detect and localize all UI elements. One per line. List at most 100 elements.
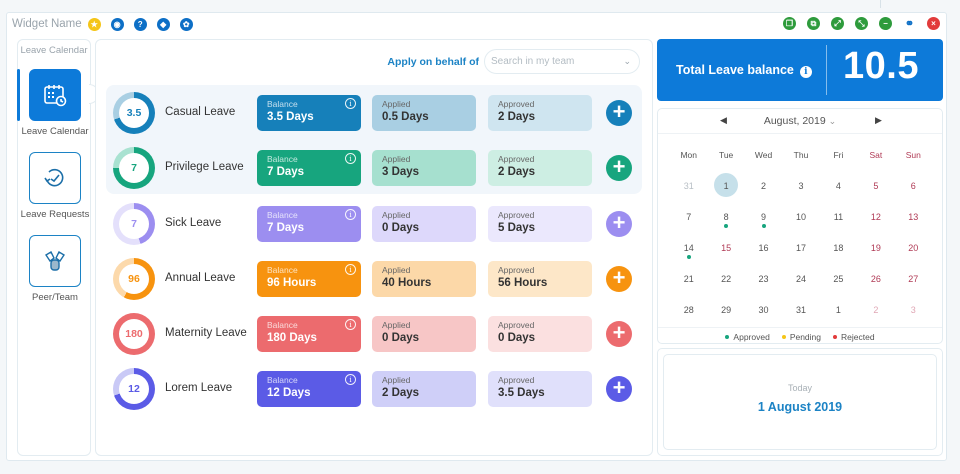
apply-leave-button[interactable]: + (606, 321, 632, 347)
calendar-day[interactable]: 3 (782, 172, 819, 203)
collapse-icon[interactable]: ⤡ (855, 17, 868, 30)
calendar-day[interactable]: 28 (670, 296, 707, 327)
sidebar-item-leave-requests[interactable]: Leave Requests (18, 152, 92, 220)
approved-value: 3.5 Days (498, 387, 545, 399)
calendar-day[interactable]: 9 (745, 203, 782, 234)
calendar-day[interactable]: 26 (857, 265, 894, 296)
search-placeholder: Search in my team (491, 56, 575, 67)
legend-dot-icon (833, 334, 838, 339)
apply-leave-button[interactable]: + (606, 155, 632, 181)
info-icon[interactable]: i (345, 98, 356, 109)
calendar-day[interactable]: 4 (820, 172, 857, 203)
today-inner: Today 1 August 2019 (663, 354, 937, 450)
calendar-day[interactable]: 5 (857, 172, 894, 203)
sidebar-item-peer-team[interactable]: Peer/Team (18, 235, 92, 303)
applied-value: 2 Days (382, 387, 420, 399)
calendar-day[interactable]: 31 (782, 296, 819, 327)
month-select[interactable]: August, 2019 ⌄ (764, 115, 836, 127)
calendar-day[interactable]: 15 (707, 234, 744, 265)
calendar-day[interactable]: 1 (820, 296, 857, 327)
calendar-day[interactable]: 1 (707, 172, 744, 203)
calendar-day[interactable]: 23 (745, 265, 782, 296)
day-number: 3 (798, 181, 804, 191)
calendar-day[interactable]: 18 (820, 234, 857, 265)
calendar-day[interactable]: 11 (820, 203, 857, 234)
apply-leave-button[interactable]: + (606, 211, 632, 237)
next-month-button[interactable]: ▶ (875, 115, 882, 125)
leave-type-name: Lorem Leave (165, 382, 233, 394)
apply-leave-button[interactable]: + (606, 376, 632, 402)
applied-value: 0.5 Days (382, 111, 429, 123)
weekday-header: Sat (869, 150, 883, 160)
sidebar-item-leave-calendar[interactable]: Leave Calendar (18, 69, 92, 137)
history-icon (44, 168, 64, 187)
help-icon[interactable]: ? (133, 17, 147, 31)
approved-card: Approved 5 Days (488, 206, 592, 242)
info-icon[interactable]: i (345, 319, 356, 330)
calendar-day[interactable]: 31 (670, 172, 707, 203)
calendar-day[interactable]: 16 (745, 234, 782, 265)
info-icon[interactable]: i (799, 66, 812, 78)
prev-month-button[interactable]: ◀ (720, 115, 727, 125)
total-leave-value: 10.5 (843, 45, 919, 87)
legend-item: Pending (781, 332, 821, 342)
calendar-legend: Approved Pending Rejected (658, 327, 942, 345)
applied-label: Applied (382, 375, 411, 385)
close-icon[interactable]: × (927, 17, 940, 30)
team-search-select[interactable]: Search in my team ⌄ (484, 49, 640, 74)
link-icon[interactable]: ⚭ (904, 18, 915, 30)
calendar-day[interactable]: 13 (895, 203, 932, 234)
applied-value: 3 Days (382, 166, 420, 178)
calendar-day[interactable]: 2 (857, 296, 894, 327)
info-icon[interactable]: i (345, 374, 356, 385)
apply-leave-button[interactable]: + (606, 100, 632, 126)
calendar: ◀ August, 2019 ⌄ ▶ Mon Tue Wed Thu Fri Sat Sun… (657, 108, 943, 344)
restore-icon[interactable]: ❐ (783, 17, 796, 30)
calendar-day[interactable]: 25 (820, 265, 857, 296)
leave-type-name: Annual Leave (165, 272, 236, 284)
calendar-day[interactable]: 8 (707, 203, 744, 234)
balance-ring: 3.5 (113, 92, 155, 134)
calendar-day[interactable]: 14 (670, 234, 707, 265)
tag-icon[interactable]: ◆ (156, 17, 170, 31)
applied-card: Applied 0 Days (372, 316, 476, 352)
day-number: 2 (873, 305, 879, 315)
copy-icon[interactable]: ⧉ (807, 17, 820, 30)
calendar-day[interactable]: 24 (782, 265, 819, 296)
calendar-day[interactable]: 30 (745, 296, 782, 327)
calendar-day[interactable]: 21 (670, 265, 707, 296)
expand-icon[interactable]: ⤢ (831, 17, 844, 30)
leave-calendar-button[interactable] (29, 69, 81, 121)
calendar-day[interactable]: 10 (782, 203, 819, 234)
favorite-icon[interactable]: ★ (87, 17, 101, 31)
balance-card: Balance 7 Days i (257, 150, 361, 186)
settings-icon[interactable]: ✿ (179, 17, 193, 31)
calendar-day[interactable]: 6 (895, 172, 932, 203)
calendar-grid: Mon Tue Wed Thu Fri Sat Sun 31 1 2 3 4 5 6 7 8 9 10 11 12 13… (670, 150, 932, 327)
calendar-day[interactable]: 7 (670, 203, 707, 234)
calendar-day[interactable]: 2 (745, 172, 782, 203)
applied-label: Applied (382, 99, 411, 109)
info-icon[interactable]: i (345, 209, 356, 220)
peer-team-button[interactable] (29, 235, 81, 287)
calendar-day[interactable]: 29 (707, 296, 744, 327)
calendar-day[interactable]: 27 (895, 265, 932, 296)
apply-leave-button[interactable]: + (606, 266, 632, 292)
info-icon[interactable]: i (345, 153, 356, 164)
total-leave-balance-card: Total Leave balance i 10.5 (657, 39, 943, 101)
camera-icon[interactable]: ◉ (110, 17, 124, 31)
approved-label: Approved (498, 99, 535, 109)
calendar-day[interactable]: 12 (857, 203, 894, 234)
minimize-icon[interactable]: − (879, 17, 892, 30)
calendar-day[interactable]: 22 (707, 265, 744, 296)
calendar-day[interactable]: 19 (857, 234, 894, 265)
weekday-header: Mon (680, 150, 697, 160)
calendar-day[interactable]: 17 (782, 234, 819, 265)
ring-value: 12 (119, 374, 149, 404)
calendar-day[interactable]: 20 (895, 234, 932, 265)
calendar-day[interactable]: 3 (895, 296, 932, 327)
info-icon[interactable]: i (345, 264, 356, 275)
leave-requests-button[interactable] (29, 152, 81, 204)
balance-card: Balance 7 Days i (257, 206, 361, 242)
day-number: 2 (761, 181, 767, 191)
